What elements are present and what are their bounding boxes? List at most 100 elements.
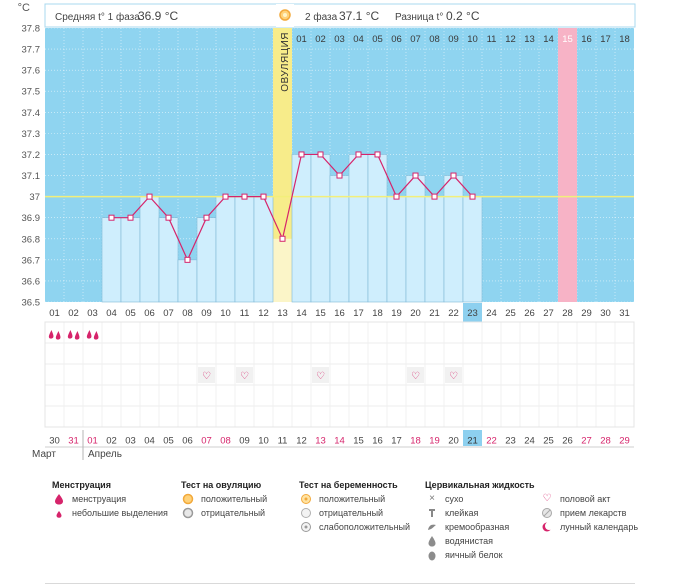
legend-label: кремообразная: [445, 522, 510, 532]
test-weak-icon: [299, 521, 313, 533]
legend-item: отрицательный: [181, 506, 267, 520]
cycle-day-number: 06: [144, 308, 155, 319]
ovulation-bar: [273, 238, 292, 302]
legend-label: положительный: [201, 494, 268, 504]
phase1-value: 36.9 °C: [138, 9, 178, 23]
temperature-point: [450, 172, 457, 179]
heart-icon: ♡: [542, 493, 552, 504]
legend-item: слабоположительный: [299, 520, 410, 534]
cycle-day-number: 19: [391, 308, 402, 319]
bottom-divider: [45, 583, 635, 584]
calendar-date: 09: [239, 436, 250, 447]
cycle-day-number: 08: [182, 308, 193, 319]
temperature-bar: [196, 217, 217, 303]
legend-pregnancy-test: Тест на беременность положительный отриц…: [299, 478, 410, 534]
temperature-bar: [329, 175, 350, 303]
chart-header: °C Средняя t° 1 фаза 36.9 °C 2 фаза 37.1…: [18, 2, 636, 28]
cycle-day-number: 18: [372, 308, 383, 319]
legend-label: прием лекарств: [560, 508, 627, 518]
temperature-point: [431, 193, 438, 200]
diff-value: 0.2 °C: [446, 9, 480, 23]
temperature-point: [279, 235, 286, 242]
phase2-day-number: 05: [372, 34, 383, 45]
legend-item: клейкая: [425, 506, 535, 520]
phase2-value: 37.1 °C: [339, 9, 379, 23]
calendar-date: 19: [429, 436, 440, 447]
calendar-date: 05: [163, 436, 174, 447]
temperature-bar: [215, 196, 236, 303]
y-tick-label: 37.5: [22, 87, 41, 98]
heart-icon: ♡: [240, 371, 249, 382]
bbt-chart: 36.5 36.6 36.7 36.8 36.9 37 37.1 37.2 37.3 37.4 37…: [17, 2, 636, 460]
temperature-point: [393, 193, 400, 200]
ovulation-column: [273, 28, 292, 302]
phase2-day-number: 13: [524, 34, 535, 45]
menstruation-drop-icon: [48, 330, 54, 339]
pink-day-column: [558, 28, 577, 302]
legend-pregnancy-title: Тест на беременность: [299, 480, 398, 490]
ovulation-sun-icon-core: [283, 13, 287, 17]
sticky-icon: [425, 507, 439, 519]
y-tick-label: 36.8: [22, 234, 41, 245]
cycle-day-number: 22: [448, 308, 459, 319]
heart-icon: ♡: [316, 371, 325, 382]
y-tick-label: 37.7: [22, 45, 41, 56]
creamy-icon: [425, 521, 439, 533]
calendar-date: 10: [258, 436, 269, 447]
calendar-date: 04: [144, 436, 155, 447]
degree-unit-label: °C: [18, 2, 30, 14]
cycle-day-number: 20: [410, 308, 421, 319]
legend-item: небольшие выделения: [52, 506, 168, 520]
cycle-day-number: 09: [201, 308, 212, 319]
calendar-date: 25: [543, 436, 554, 447]
calendar-rows: 01 02 03 04 05 06 07 08 09 10 11 12 13 14 15 16 17 18 19 20…: [32, 303, 635, 460]
legend-cervical-title: Цервикальная жидкость: [425, 480, 535, 490]
legend-item: водянистая: [425, 534, 535, 548]
menstruation-drop-icon: [55, 331, 61, 340]
small-drop-icon: [52, 507, 66, 519]
diff-label: Разница t°: [395, 12, 443, 23]
temperature-bar: [462, 196, 483, 303]
cycle-day-number: 07: [163, 308, 174, 319]
legend-ovulation-title: Тест на овуляцию: [181, 480, 262, 490]
legend-item: отрицательный: [299, 506, 410, 520]
legend-label: водянистая: [445, 536, 494, 546]
current-day-cell: [463, 303, 482, 322]
legend-item: менструация: [52, 492, 168, 506]
cycle-day-number: 04: [106, 308, 117, 319]
temperature-bar: [177, 259, 198, 303]
dry-cross-icon: ×: [429, 493, 435, 504]
temperature-bar: [120, 217, 141, 303]
y-tick-label: 36.5: [22, 298, 41, 309]
y-tick-label: 36.9: [22, 213, 41, 224]
cycle-day-number: 05: [125, 308, 136, 319]
calendar-date: 22: [486, 436, 497, 447]
temperature-point: [317, 151, 324, 158]
legend-item: × сухо: [425, 492, 535, 506]
calendar-date: 07: [201, 436, 212, 447]
calendar-date: 11: [278, 436, 288, 447]
phase2-label: 2 фаза: [305, 11, 338, 23]
calendar-date: 24: [524, 436, 535, 447]
legend-item: положительный: [299, 492, 410, 506]
temperature-point: [336, 172, 343, 179]
phase2-day-number: 09: [448, 34, 459, 45]
cycle-day-number: 17: [353, 308, 364, 319]
egg-white-icon: [425, 549, 439, 561]
heart-icon: ♡: [202, 371, 211, 382]
cycle-day-number: 23: [467, 308, 478, 319]
calendar-date: 01: [87, 436, 98, 447]
cycle-day-number: 27: [543, 308, 554, 319]
heart-cell: [312, 367, 329, 383]
phase1-label: Средняя t° 1 фаза: [55, 11, 140, 23]
legend-cervical-fluid: Цервикальная жидкость × сухо клейкая кре…: [425, 478, 535, 562]
phase2-day-number: 17: [600, 34, 611, 45]
symptom-grid-border: [44, 321, 635, 428]
phase2-day-number: 11: [487, 34, 497, 45]
temperature-point: [260, 193, 267, 200]
phase2-day-number: 04: [353, 34, 364, 45]
legend-menstruation: Менструация менструация небольшие выделе…: [52, 478, 168, 520]
temperature-bar: [158, 217, 179, 303]
watery-drop-icon: [425, 535, 439, 547]
temperature-bar: [101, 217, 122, 303]
